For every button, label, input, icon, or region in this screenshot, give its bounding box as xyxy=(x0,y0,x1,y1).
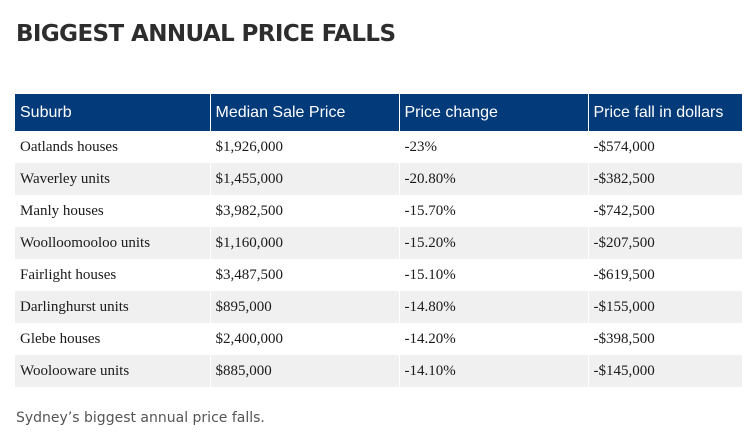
cell-median-sale-price: $3,487,500 xyxy=(210,259,400,291)
price-falls-table-container: Suburb Median Sale Price Price change Pr… xyxy=(15,94,742,387)
table-row: Woolloomooloo units $1,160,000 -15.20% -… xyxy=(15,227,742,259)
cell-median-sale-price: $3,982,500 xyxy=(210,195,400,227)
table-row: Darlinghurst units $895,000 -14.80% -$15… xyxy=(15,291,742,323)
cell-price-change: -15.20% xyxy=(399,227,589,259)
cell-suburb: Waverley units xyxy=(15,163,211,195)
cell-median-sale-price: $885,000 xyxy=(210,355,400,387)
cell-price-fall-dollars: -$619,500 xyxy=(588,259,742,291)
table-row: Glebe houses $2,400,000 -14.20% -$398,50… xyxy=(15,323,742,355)
column-header-price-change: Price change xyxy=(399,94,589,131)
column-header-median-sale-price: Median Sale Price xyxy=(210,94,400,131)
table-row: Waverley units $1,455,000 -20.80% -$382,… xyxy=(15,163,742,195)
column-header-price-fall-dollars: Price fall in dollars xyxy=(588,94,742,131)
cell-price-change: -15.70% xyxy=(399,195,589,227)
cell-suburb: Glebe houses xyxy=(15,323,211,355)
table-row: Fairlight houses $3,487,500 -15.10% -$61… xyxy=(15,259,742,291)
cell-price-change: -14.10% xyxy=(399,355,589,387)
cell-price-fall-dollars: -$155,000 xyxy=(588,291,742,323)
page-title: BIGGEST ANNUAL PRICE FALLS xyxy=(16,21,396,47)
table-header: Suburb Median Sale Price Price change Pr… xyxy=(15,94,742,131)
cell-price-fall-dollars: -$382,500 xyxy=(588,163,742,195)
table-row: Manly houses $3,982,500 -15.70% -$742,50… xyxy=(15,195,742,227)
cell-suburb: Woolloomooloo units xyxy=(15,227,211,259)
cell-suburb: Darlinghurst units xyxy=(15,291,211,323)
cell-price-fall-dollars: -$574,000 xyxy=(588,131,742,163)
cell-suburb: Woolooware units xyxy=(15,355,211,387)
table-header-row: Suburb Median Sale Price Price change Pr… xyxy=(15,94,742,131)
cell-median-sale-price: $2,400,000 xyxy=(210,323,400,355)
table-caption: Sydney’s biggest annual price falls. xyxy=(16,410,265,426)
cell-price-change: -20.80% xyxy=(399,163,589,195)
price-falls-table: Suburb Median Sale Price Price change Pr… xyxy=(15,94,742,387)
column-header-suburb: Suburb xyxy=(15,94,211,131)
cell-price-change: -14.20% xyxy=(399,323,589,355)
table-body: Oatlands houses $1,926,000 -23% -$574,00… xyxy=(15,131,742,387)
table-row: Oatlands houses $1,926,000 -23% -$574,00… xyxy=(15,131,742,163)
cell-suburb: Fairlight houses xyxy=(15,259,211,291)
cell-suburb: Oatlands houses xyxy=(15,131,211,163)
cell-price-change: -23% xyxy=(399,131,589,163)
cell-suburb: Manly houses xyxy=(15,195,211,227)
cell-price-fall-dollars: -$398,500 xyxy=(588,323,742,355)
cell-median-sale-price: $1,455,000 xyxy=(210,163,400,195)
cell-price-fall-dollars: -$742,500 xyxy=(588,195,742,227)
cell-price-change: -15.10% xyxy=(399,259,589,291)
cell-median-sale-price: $1,926,000 xyxy=(210,131,400,163)
cell-price-change: -14.80% xyxy=(399,291,589,323)
cell-median-sale-price: $1,160,000 xyxy=(210,227,400,259)
table-row: Woolooware units $885,000 -14.10% -$145,… xyxy=(15,355,742,387)
cell-median-sale-price: $895,000 xyxy=(210,291,400,323)
cell-price-fall-dollars: -$207,500 xyxy=(588,227,742,259)
cell-price-fall-dollars: -$145,000 xyxy=(588,355,742,387)
